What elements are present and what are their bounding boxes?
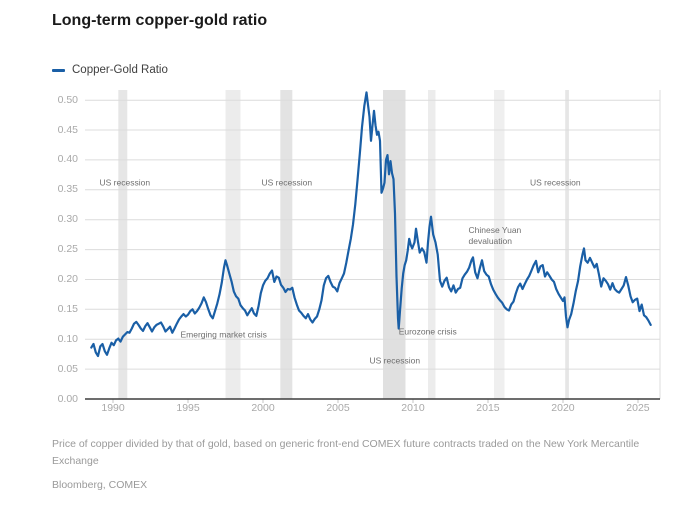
legend-label: Copper-Gold Ratio [72, 64, 168, 76]
x-tick-label: 2025 [626, 402, 650, 414]
recession-band [280, 90, 293, 399]
x-tick-label: 1995 [176, 402, 200, 414]
legend-line-swatch [52, 68, 65, 72]
x-tick-label: 2015 [476, 402, 500, 414]
recession-band [118, 90, 128, 399]
x-tick-label: 2005 [326, 402, 350, 414]
x-tick-label: 2010 [401, 402, 425, 414]
y-tick-label: 0.45 [57, 123, 78, 136]
recession-band [428, 90, 436, 399]
y-tick-label: 0.50 [57, 93, 78, 106]
recession-band [383, 90, 406, 399]
plot-area: US recession US recession US recession Emer… [85, 90, 661, 403]
y-tick-label: 0.15 [57, 302, 78, 315]
line-chart-canvas [85, 90, 661, 403]
y-tick-label: 0.25 [57, 243, 78, 256]
recession-band [494, 90, 505, 399]
source-label: Bloomberg, COMEX [52, 479, 148, 491]
x-tick-label: 2000 [251, 402, 275, 414]
recession-band [225, 90, 241, 399]
copper-gold-ratio-line [90, 91, 652, 358]
y-tick-label: 0.40 [57, 153, 78, 166]
recession-band [565, 90, 569, 399]
chart-title: Long-term copper-gold ratio [52, 12, 268, 29]
y-tick-label: 0.10 [57, 332, 78, 345]
x-tick-label: 1990 [101, 402, 125, 414]
y-tick-label: 0.00 [57, 392, 78, 405]
y-tick-label: 0.30 [57, 213, 78, 226]
y-tick-label: 0.20 [57, 272, 78, 285]
x-tick-label: 2020 [551, 402, 575, 414]
legend: Copper-Gold Ratio [52, 63, 168, 77]
y-tick-label: 0.05 [57, 362, 78, 375]
footnote: Price of copper divided by that of gold,… [52, 438, 640, 467]
y-tick-label: 0.35 [57, 183, 78, 196]
